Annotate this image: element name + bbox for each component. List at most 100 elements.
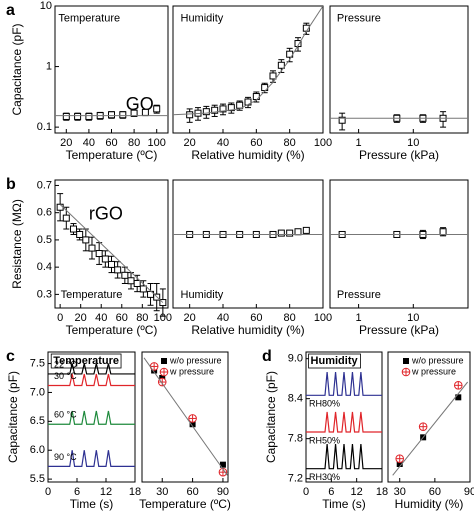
marker [108,260,115,268]
marker [455,394,462,401]
trace-label: 30 °C [54,371,77,381]
marker [85,112,93,120]
x-axis-title: Relative humidity (%) [191,323,304,337]
plot-frame [47,351,136,483]
marker [88,244,96,252]
series-line [306,411,382,433]
y-tick-label: 0.1 [37,121,52,133]
series-line [48,410,135,425]
marker [202,108,210,116]
marker [141,108,149,116]
marker [269,72,277,80]
x-axis-title: Relative humidity (%) [191,148,304,162]
marker [95,250,103,258]
x-tick-label: 0 [303,486,309,498]
marker [277,61,285,69]
marker [219,461,226,468]
legend-label: w pressure [169,366,214,376]
series-line [173,6,323,116]
marker [133,279,141,287]
x-axis-title: Temperature (ºC) [66,323,158,337]
x-tick-label: 100 [148,137,166,149]
plot-frame [387,351,471,483]
x-tick-label: 20 [184,137,196,149]
annotation-box [50,353,122,369]
y-tick-label: 7.2 [288,473,303,485]
x-axis-title: Time (s) [322,497,366,511]
marker [236,101,244,109]
marker [74,112,82,120]
x-tick-label: 30 [394,486,406,498]
series-line [59,204,164,303]
x-tick-label: 0 [45,486,51,498]
marker [139,285,147,293]
y-axis-title: Capacitance (pF) [6,371,20,463]
x-tick-label: 80 [284,137,296,149]
marker [153,105,161,113]
annotation: Humidity [181,13,224,25]
marker [403,358,409,364]
plot-frame [329,5,469,134]
x-tick-label: 90 [217,486,229,498]
x-axis-title: Temperature (ºC) [66,148,158,162]
y-tick-label: 6.0 [30,444,45,456]
marker [114,266,122,274]
series-line [48,363,135,375]
x-tick-label: 10 [407,312,419,324]
trace-label: 90 °C [54,452,77,462]
marker [277,229,285,237]
series-line [143,357,228,477]
trace-label: 22 °C [54,359,77,369]
marker [252,93,260,101]
x-tick-label: 12 [100,486,112,498]
marker [127,277,135,285]
annotation-box [308,353,361,369]
trace-label: RH30% [309,472,340,482]
x-tick-label: 100 [314,312,332,324]
y-tick-label: 0.3 [37,288,52,300]
plot-frame [305,351,383,483]
x-tick-label: 60 [250,137,262,149]
x-tick-label: 1 [356,312,362,324]
panel-label: c [6,348,15,365]
x-axis-title: Temperature (ºC) [139,497,231,511]
x-tick-label: 40 [217,137,229,149]
y-axis-title: Capacitance (pF) [10,23,24,115]
marker [119,111,127,119]
annotation: Humidity [181,289,224,301]
x-tick-label: 100 [154,312,172,324]
marker [189,421,196,428]
plot-frame [54,179,169,309]
y-tick-label: 0.4 [37,261,52,273]
plot-frame [172,5,324,134]
series-line [48,373,135,387]
panel-label: d [262,348,272,365]
y-tick-label: 9.0 [288,353,303,365]
x-tick-label: 40 [83,137,95,149]
y-tick-label: 7.5 [30,357,45,369]
x-tick-label: 20 [184,312,196,324]
x-tick-label: 80 [284,312,296,324]
marker [76,230,84,238]
series-line [48,450,135,467]
y-tick-label: 7.0 [30,386,45,398]
plot-frame [329,179,469,309]
x-tick-label: 20 [75,312,87,324]
y-tick-label: 0.5 [37,234,52,246]
x-tick-label: 60 [429,486,441,498]
trace-label: 60 °C [54,410,77,420]
marker [186,111,194,119]
trace-label: RH80% [309,399,340,409]
y-tick-label: 6.5 [30,415,45,427]
panel-label: b [6,176,16,193]
legend-label: w/o pressure [411,355,464,365]
marker [294,228,302,236]
y-tick-label: 1 [46,60,52,72]
x-tick-label: 60 [250,312,262,324]
annotation: Temperature [61,289,123,301]
panel-label: a [6,2,15,19]
marker [227,104,235,112]
x-tick-label: 20 [60,137,72,149]
x-tick-label: 6 [328,486,334,498]
x-tick-label: 60 [186,486,198,498]
